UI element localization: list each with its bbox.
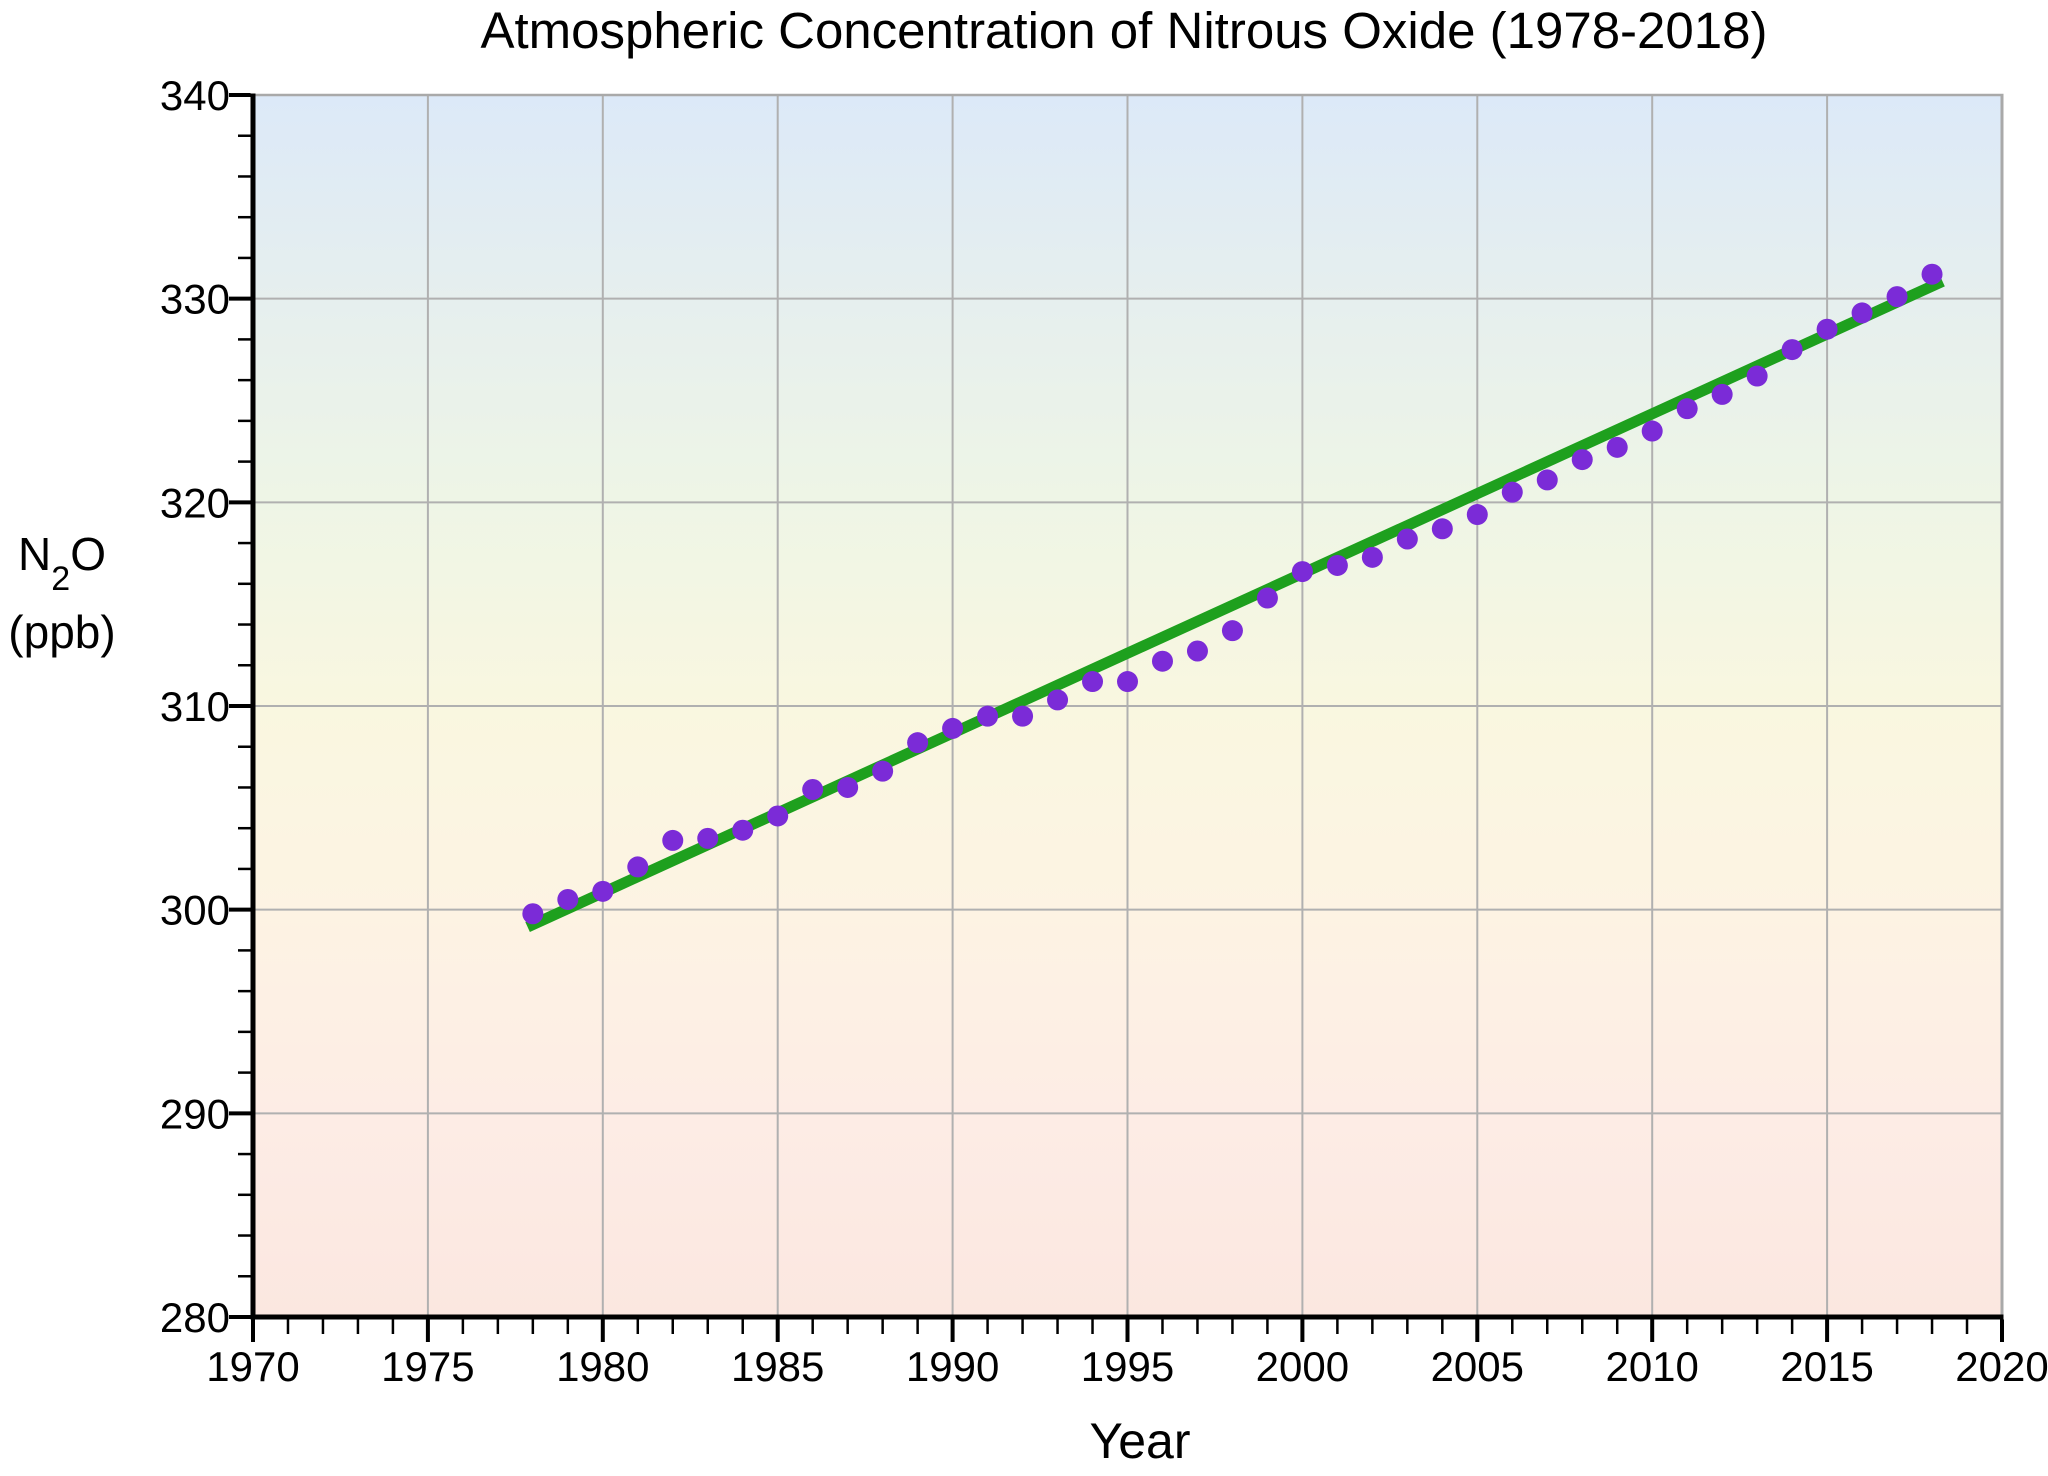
y-tick-label-320: 320: [160, 479, 230, 526]
data-point-1999: [1256, 587, 1278, 609]
data-point-2010: [1641, 420, 1663, 442]
data-point-1990: [942, 717, 964, 739]
y-axis-tick-labels: 280 290 300 310 320 330 340: [160, 72, 230, 1341]
data-point-2007: [1536, 469, 1558, 491]
x-tick-label-2020: 2020: [1955, 1343, 2048, 1390]
ylabel-symbol: N: [18, 528, 51, 580]
data-point-1984: [732, 819, 754, 841]
y-tick-label-280: 280: [160, 1294, 230, 1341]
data-point-1982: [662, 829, 684, 851]
y-tick-label-340: 340: [160, 72, 230, 119]
x-tick-label-1990: 1990: [906, 1343, 999, 1390]
data-points-group: [522, 263, 1943, 925]
x-tick-label-2015: 2015: [1780, 1343, 1873, 1390]
y-tick-label-300: 300: [160, 887, 230, 934]
x-tick-label-1995: 1995: [1081, 1343, 1174, 1390]
data-point-2018: [1921, 263, 1943, 285]
data-point-2017: [1886, 286, 1908, 308]
ylabel-subscript: 2: [51, 560, 70, 598]
data-point-1978: [522, 903, 544, 925]
data-point-1998: [1221, 620, 1243, 642]
data-point-2006: [1501, 481, 1523, 503]
x-tick-label-1970: 1970: [206, 1343, 299, 1390]
data-point-1987: [837, 776, 859, 798]
data-point-1991: [977, 705, 999, 727]
x-axis-tick-labels: 1970 1975 1980 1985 1990 1995 2000 2005 2010 2015…: [206, 1343, 2048, 1390]
y-axis-label-unit: (ppb): [8, 606, 115, 658]
data-point-1986: [802, 779, 824, 801]
data-point-2014: [1781, 339, 1803, 361]
x-axis-label: Year: [1089, 1413, 1190, 1469]
chart-title: Atmospheric Concentration of Nitrous Oxi…: [481, 2, 1768, 59]
data-point-2016: [1851, 302, 1873, 324]
data-point-1979: [557, 888, 579, 910]
data-point-1985: [767, 805, 789, 827]
y-tick-label-290: 290: [160, 1090, 230, 1137]
data-point-1980: [592, 880, 614, 902]
x-tick-label-1975: 1975: [381, 1343, 474, 1390]
data-point-2004: [1431, 518, 1453, 540]
x-tick-label-2010: 2010: [1605, 1343, 1698, 1390]
data-point-1981: [627, 856, 649, 878]
data-point-2008: [1571, 449, 1593, 471]
y-tick-label-330: 330: [160, 276, 230, 323]
data-point-2005: [1466, 504, 1488, 526]
plot-frame: [250, 93, 2004, 1320]
x-tick-label-2005: 2005: [1431, 1343, 1524, 1390]
y-axis-label-formula: N2O: [18, 528, 106, 598]
data-point-1989: [907, 732, 929, 754]
data-point-2000: [1291, 561, 1313, 583]
data-point-2001: [1326, 554, 1348, 576]
data-point-2009: [1606, 436, 1628, 458]
data-point-1993: [1047, 689, 1069, 711]
data-point-1988: [872, 760, 894, 782]
x-tick-label-2000: 2000: [1256, 1343, 1349, 1390]
data-point-1995: [1117, 671, 1138, 693]
data-point-2013: [1746, 365, 1768, 387]
data-point-1997: [1186, 640, 1208, 662]
x-tick-label-1985: 1985: [731, 1343, 824, 1390]
data-point-2015: [1816, 318, 1838, 340]
data-point-1994: [1082, 671, 1104, 693]
data-point-1983: [697, 827, 719, 849]
x-tick-label-1980: 1980: [556, 1343, 649, 1390]
data-point-2003: [1396, 528, 1418, 550]
trend-line-group: [525, 276, 1945, 932]
data-point-2002: [1361, 546, 1383, 568]
data-point-2011: [1676, 398, 1698, 420]
data-point-1992: [1012, 705, 1034, 727]
y-tick-label-310: 310: [160, 683, 230, 730]
data-point-1996: [1151, 650, 1173, 672]
data-point-2012: [1711, 383, 1733, 405]
axis-ticks: [229, 93, 2004, 1342]
trend-line: [525, 276, 1945, 932]
ylabel-symbol-end: O: [70, 528, 106, 580]
